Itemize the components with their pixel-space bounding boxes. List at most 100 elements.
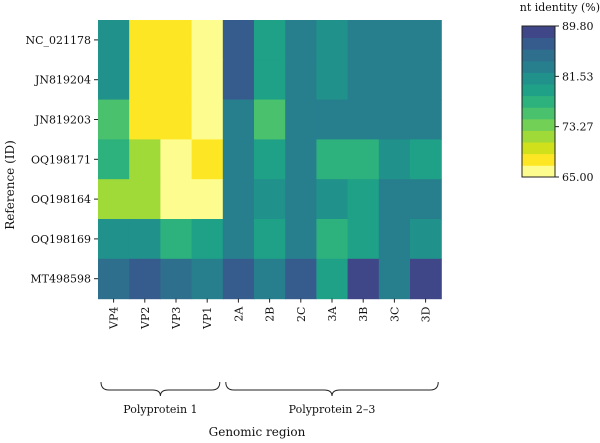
- x-tick-labels: VP4 VP2 VP3 VP1 2A 2B 2C 3A 3B 3C 3D: [108, 298, 433, 330]
- heatmap-cell-OQ198169-VP2: [129, 219, 161, 260]
- colorbar-segment: [522, 37, 555, 50]
- heatmap-cell-MT498598-2C: [285, 258, 317, 300]
- heatmap-cell-JN819204-2B: [254, 59, 286, 101]
- heatmap-cell-JN819203-VP1: [191, 99, 224, 140]
- heatmap-cell-NC_021178-VP3: [160, 20, 193, 61]
- heatmap-cell-OQ198169-3C: [378, 219, 411, 260]
- heatmap-cell-JN819203-2B: [254, 99, 286, 140]
- heatmap-cell-OQ198171-3A: [316, 139, 349, 180]
- heatmap-cell-OQ198171-VP1: [191, 139, 224, 180]
- heatmap-cells: [98, 20, 442, 300]
- heatmap-cell-JN819204-3A: [316, 59, 349, 101]
- heatmap-cell-OQ198171-VP2: [129, 139, 161, 180]
- heatmap-cell-OQ198164-VP3: [160, 179, 193, 220]
- colorbar-segment: [522, 118, 555, 131]
- colorbar-title: nt identity (%): [520, 1, 600, 14]
- heatmap-cell-OQ198164-2A: [222, 179, 255, 220]
- y-tick-label: OQ198169: [31, 233, 91, 246]
- heatmap-cell-OQ198169-2B: [254, 219, 286, 260]
- x-tick-label: 3C: [388, 307, 401, 322]
- heatmap-cell-NC_021178-VP1: [191, 20, 224, 61]
- y-tick-labels: NC_021178 JN819204 JN819203 OQ198171 OQ19816…: [25, 34, 98, 286]
- heatmap-cell-JN819204-3C: [378, 59, 411, 101]
- colorbar-segment: [522, 95, 555, 108]
- colorbar: 89.80 81.53 73.27 65.00: [521, 20, 594, 184]
- heatmap-cell-NC_021178-3C: [378, 20, 411, 61]
- colorbar-tick-label: 89.80: [562, 20, 594, 33]
- y-tick-label: JN819203: [34, 114, 91, 127]
- y-tick-label: MT498598: [30, 273, 91, 286]
- heatmap-cell-JN819203-VP4: [98, 99, 130, 140]
- heatmap-cell-NC_021178-3B: [347, 20, 380, 61]
- y-tick-label: JN819204: [34, 74, 91, 87]
- colorbar-segment: [522, 153, 555, 166]
- heatmap-cell-OQ198171-2B: [254, 139, 286, 180]
- heatmap-cell-OQ198164-VP4: [98, 179, 130, 220]
- heatmap-cell-OQ198171-2C: [285, 139, 317, 180]
- heatmap-cell-OQ198171-VP3: [160, 139, 193, 180]
- heatmap-cell-MT498598-3B: [347, 258, 380, 300]
- heatmap-cell-NC_021178-2B: [254, 20, 286, 61]
- heatmap-cell-JN819203-3D: [410, 99, 442, 140]
- heatmap-cell-OQ198164-2B: [254, 179, 286, 220]
- heatmap-cell-MT498598-VP1: [191, 258, 224, 300]
- heatmap-cell-OQ198164-VP2: [129, 179, 161, 220]
- colorbar-segment: [522, 60, 555, 73]
- group-bracket-0: [100, 381, 221, 397]
- heatmap-cell-MT498598-3A: [316, 258, 349, 300]
- heatmap-cell-OQ198171-3B: [347, 139, 380, 180]
- heatmap-cell-NC_021178-2A: [222, 20, 255, 61]
- heatmap-cell-NC_021178-3D: [410, 20, 442, 61]
- heatmap-cell-JN819204-2A: [222, 59, 255, 101]
- x-tick-label: 3A: [326, 306, 339, 322]
- heatmap-cell-OQ198169-3A: [316, 219, 349, 260]
- group-bracket-1: [225, 381, 439, 397]
- heatmap-cell-MT498598-2A: [222, 258, 255, 300]
- heatmap-cell-JN819204-3D: [410, 59, 442, 101]
- heatmap-cell-NC_021178-2C: [285, 20, 317, 61]
- heatmap-cell-OQ198169-VP3: [160, 219, 193, 260]
- heatmap-cell-MT498598-3C: [378, 258, 411, 300]
- y-axis-title: Reference (ID): [3, 140, 17, 230]
- y-tick-label: NC_021178: [25, 34, 91, 47]
- heatmap-cell-OQ198164-VP1: [191, 179, 224, 220]
- heatmap-cell-OQ198171-3D: [410, 139, 442, 180]
- heatmap-cell-MT498598-2B: [254, 258, 286, 300]
- colorbar-segment: [522, 142, 555, 155]
- heatmap-cell-MT498598-VP4: [98, 258, 130, 300]
- heatmap-cell-OQ198164-3B: [347, 179, 380, 220]
- heatmap-cell-OQ198169-3D: [410, 219, 442, 260]
- heatmap-cell-NC_021178-3A: [316, 20, 349, 61]
- colorbar-segment: [522, 107, 555, 120]
- colorbar-segment: [522, 49, 555, 62]
- heatmap-cell-OQ198164-3A: [316, 179, 349, 220]
- colorbar-segment: [522, 130, 555, 143]
- colorbar-tick-label: 65.00: [562, 171, 594, 184]
- heatmap-cell-MT498598-3D: [410, 258, 442, 300]
- heatmap-cell-MT498598-VP2: [129, 258, 161, 300]
- x-tick-label: 2B: [264, 307, 277, 322]
- heatmap-cell-NC_021178-VP4: [98, 20, 130, 61]
- heatmap-cell-OQ198164-3C: [378, 179, 411, 220]
- heatmap-cell-JN819204-VP1: [191, 59, 224, 101]
- y-tick-label: OQ198171: [31, 153, 91, 166]
- colorbar-tick-label: 81.53: [562, 70, 594, 83]
- heatmap-cell-JN819204-VP2: [129, 59, 161, 101]
- y-tick-label: OQ198164: [31, 193, 91, 206]
- heatmap-cell-OQ198169-3B: [347, 219, 380, 260]
- x-tick-label: VP3: [170, 307, 183, 330]
- x-tick-label: 2A: [232, 306, 245, 322]
- colorbar-tick-label: 73.27: [562, 121, 594, 134]
- group-label: Polyprotein 2–3: [289, 403, 376, 416]
- heatmap-cell-JN819203-VP2: [129, 99, 161, 140]
- heatmap-cell-JN819203-3A: [316, 99, 349, 140]
- heatmap-cell-OQ198171-VP4: [98, 139, 130, 180]
- colorbar-frame: [521, 25, 556, 178]
- x-tick-label: 3B: [357, 307, 370, 322]
- heatmap-cell-OQ198169-2C: [285, 219, 317, 260]
- colorbar-segment: [522, 26, 555, 39]
- heatmap-cell-OQ198169-VP4: [98, 219, 130, 260]
- heatmap-cell-JN819203-3B: [347, 99, 380, 140]
- colorbar-segment: [522, 72, 555, 85]
- heatmap-cell-JN819203-2C: [285, 99, 317, 140]
